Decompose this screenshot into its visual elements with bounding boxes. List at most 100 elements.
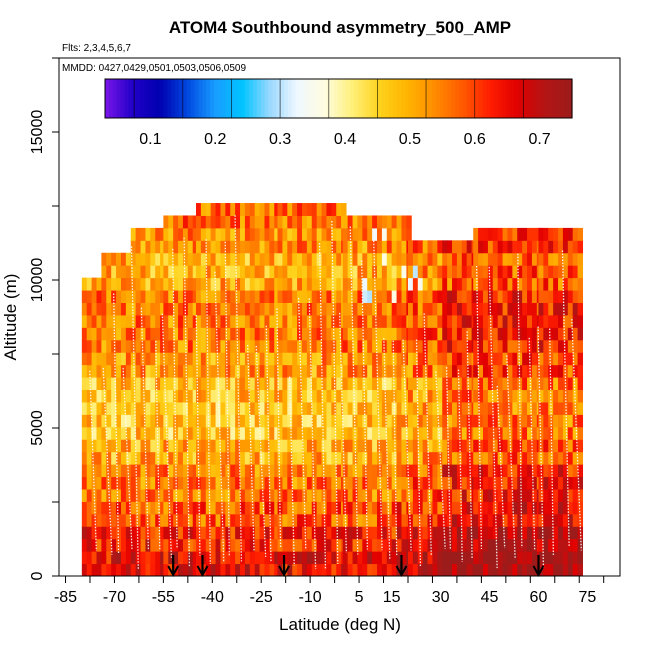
heatmap-cell (235, 203, 241, 216)
heatmap-cell (342, 339, 349, 353)
heatmap-cell (86, 538, 93, 552)
heatmap-cell (316, 364, 323, 378)
heatmap-cell (452, 513, 458, 527)
heatmap-cell (466, 563, 473, 576)
heatmap-cell (427, 401, 433, 415)
heatmap-cell (331, 426, 337, 440)
heatmap-cell (254, 302, 261, 316)
heatmap-cell (297, 203, 303, 216)
heatmap-cell (452, 451, 458, 465)
heatmap-cell (145, 227, 151, 241)
heatmap-cell (531, 240, 538, 254)
heatmap-cell (120, 551, 127, 565)
heatmap-cell (225, 327, 231, 341)
heatmap-cell (168, 277, 174, 291)
heatmap-cell (381, 439, 388, 453)
heatmap-cell (347, 302, 354, 316)
heatmap-cell (316, 563, 323, 576)
heatmap-cell (306, 451, 313, 465)
heatmap-cell (101, 401, 107, 415)
heatmap-cell (567, 513, 574, 527)
heatmap-cell (512, 513, 518, 527)
heatmap-cell (192, 538, 199, 552)
heatmap-cell (200, 277, 207, 291)
heatmap-cell (362, 252, 368, 266)
heatmap-cell (220, 364, 226, 378)
heatmap-cell (182, 464, 189, 478)
heatmap-cell (230, 339, 236, 353)
heatmap-cell (572, 501, 579, 515)
heatmap-cell (548, 252, 554, 266)
heatmap-cell (249, 314, 256, 328)
heatmap-cell (311, 339, 318, 353)
heatmap-cell (512, 327, 518, 341)
heatmap-cell (254, 501, 261, 515)
heatmap-cell (215, 302, 221, 316)
heatmap-cell (497, 513, 504, 527)
heatmap-cell (306, 252, 313, 266)
heatmap-cell (259, 488, 265, 502)
heatmap-cell (437, 240, 443, 254)
flight-track (475, 266, 483, 550)
colorbar-segment (252, 79, 258, 118)
heatmap-cell (297, 538, 303, 552)
heatmap-cell (427, 426, 433, 440)
heatmap-cell (249, 526, 256, 540)
flight-markers (167, 555, 545, 578)
heatmap-cell (292, 389, 298, 403)
colorbar-segment (155, 79, 161, 118)
heatmap-cell (362, 488, 368, 502)
heatmap-cell (244, 464, 251, 478)
heatmap-cell (297, 377, 303, 391)
heatmap-cell (235, 538, 241, 552)
heatmap-cell (125, 364, 132, 378)
heatmap-cell (362, 377, 368, 391)
heatmap-cell (173, 327, 179, 341)
heatmap-cell (331, 277, 337, 291)
heatmap-cell (235, 302, 241, 316)
heatmap-cell (336, 215, 342, 229)
heatmap-cell (507, 339, 513, 353)
heatmap-cell (331, 551, 337, 565)
heatmap-cell (178, 526, 184, 540)
heatmap-cell (548, 314, 554, 328)
heatmap-cell (187, 513, 194, 527)
heatmap-cell (452, 414, 458, 428)
heatmap-cell (512, 352, 518, 366)
flight-track (435, 371, 446, 549)
heatmap-cell (130, 476, 137, 490)
x-axis: -85 -70 -55 -40 -25 -10 5 15 30 45 60 75 (54, 576, 605, 606)
heatmap-cell (522, 240, 528, 254)
heatmap-cell (101, 339, 107, 353)
heatmap-cell (195, 551, 202, 565)
heatmap-cell (507, 551, 513, 565)
heatmap-cell (381, 352, 388, 366)
heatmap-cell (292, 476, 298, 490)
heatmap-cell (342, 352, 349, 366)
heatmap-cell (240, 314, 246, 328)
heatmap-cell (259, 526, 265, 540)
colorbar-segment (474, 79, 480, 118)
heatmap-cell (306, 526, 313, 540)
heatmap-cell (150, 389, 156, 403)
heatmap-cell (269, 215, 275, 229)
heatmap-cell (140, 401, 146, 415)
heatmap-cell (316, 501, 323, 515)
heatmap-cell (269, 339, 275, 353)
heatmap-cell (86, 563, 93, 576)
heatmap-cell (562, 414, 569, 428)
heatmap-cell (292, 252, 298, 266)
heatmap-cell (407, 513, 414, 527)
heatmap-cell (116, 401, 122, 415)
heatmap-cell (543, 314, 549, 328)
heatmap-cell (277, 252, 283, 266)
heatmap-cell (269, 252, 275, 266)
heatmap-cell (562, 551, 569, 565)
heatmap-cell (422, 488, 429, 502)
heatmap-cell (512, 526, 518, 540)
heatmap-cell (437, 252, 443, 266)
heatmap-cell (437, 488, 443, 502)
heatmap-cell (130, 501, 137, 515)
heatmap-cell (168, 352, 174, 366)
